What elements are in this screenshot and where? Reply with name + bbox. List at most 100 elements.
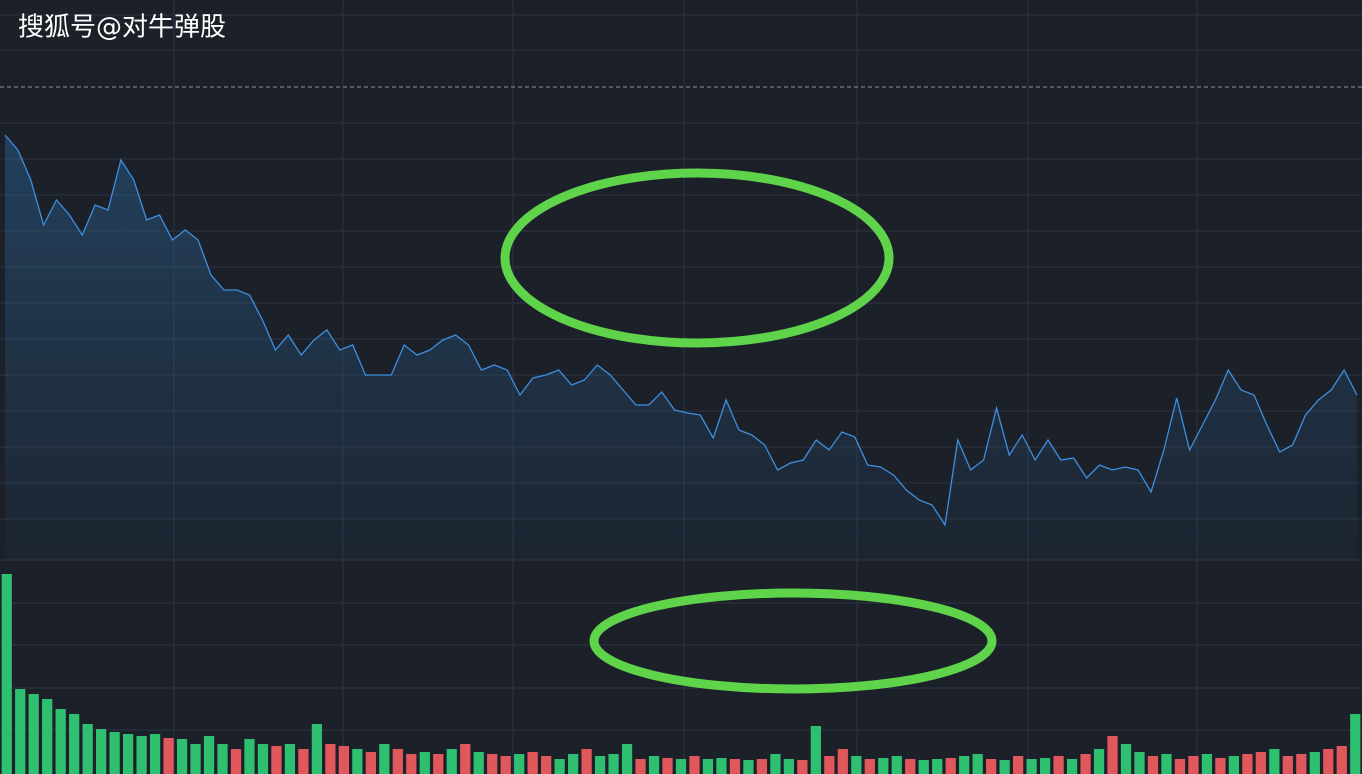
volume-bar [311, 724, 323, 774]
volume-bar [797, 760, 808, 774]
volume-bar [96, 729, 107, 774]
volume-bar [891, 756, 902, 774]
volume-bar [487, 754, 498, 774]
volume-bar [986, 759, 997, 774]
volume-bar [284, 744, 296, 774]
volume-bar [932, 759, 943, 774]
volume-bar [230, 749, 242, 774]
volume-bar [1201, 754, 1213, 774]
volume-bar [460, 744, 471, 774]
volume-bar [244, 739, 255, 774]
volume-bar [1296, 754, 1307, 774]
volume-bar [1013, 756, 1024, 774]
watermark: 搜狐号@对牛弹股 [18, 13, 226, 43]
volume-bar [756, 759, 768, 774]
volume-bar [1134, 752, 1145, 774]
volume-bar [419, 752, 430, 774]
volume-bar [338, 746, 349, 774]
volume-bar [972, 754, 983, 774]
volume-bar [527, 752, 538, 774]
volume-bar [1215, 758, 1226, 774]
volume-bar [1147, 756, 1159, 774]
volume-bar [648, 756, 660, 774]
volume-bar [15, 689, 26, 774]
plot [0, 86, 1362, 774]
volume-bar [1350, 714, 1361, 774]
volume-bar [176, 739, 188, 774]
volume-bar [1053, 756, 1064, 774]
volume-bar [999, 760, 1010, 774]
volume-bar [675, 759, 687, 774]
volume-bar [1323, 749, 1334, 774]
volume-bar [473, 752, 484, 774]
volume-bar [217, 744, 228, 774]
highlight-ellipse [500, 168, 894, 348]
volume-bar [514, 754, 525, 774]
volume-bar [28, 694, 39, 774]
volume-bar [1093, 749, 1105, 774]
volume-bar [325, 744, 336, 774]
volume-bar [918, 760, 929, 774]
volume-bar [662, 758, 673, 774]
volume-bar [635, 759, 646, 774]
volume-bar [1336, 746, 1347, 774]
volume-bar [567, 754, 579, 774]
volume-bar [824, 756, 835, 774]
volume-bar [1066, 759, 1078, 774]
volume-bar [1107, 736, 1118, 774]
volume-bar [541, 756, 552, 774]
volume-bar [379, 744, 390, 774]
volume-bar [1161, 754, 1172, 774]
volume-bar [878, 758, 889, 774]
volume-bar [1228, 756, 1240, 774]
volume-bar [864, 759, 875, 774]
volume-bar [500, 756, 511, 774]
volume-bar [729, 759, 741, 774]
volume-bar [959, 756, 970, 774]
volume-bar [1242, 754, 1253, 774]
volume-bar [55, 709, 66, 774]
volume-bar [406, 754, 417, 774]
volume-bar [392, 749, 403, 774]
volume-bar [1188, 756, 1199, 774]
volume-bar [298, 749, 309, 774]
volume-bar [851, 756, 862, 774]
volume-bar [203, 736, 215, 774]
volume-bar [365, 752, 376, 774]
volume-bar [1080, 754, 1091, 774]
volume-bar [82, 724, 93, 774]
volume-bar [1309, 752, 1320, 774]
volume-bar [149, 734, 161, 774]
volume-bar [1120, 744, 1132, 774]
volume-bar [271, 746, 282, 774]
volume-bar [554, 759, 565, 774]
volume-bar [770, 754, 781, 774]
volume-bar [433, 754, 444, 774]
volume-bar [689, 756, 700, 774]
volume-bar [581, 749, 592, 774]
volume-bar [42, 699, 53, 774]
volume-bar [69, 714, 80, 774]
volume-bar [810, 726, 821, 774]
volume-bar [608, 754, 619, 774]
volume-bar [163, 738, 174, 774]
volume-bar [783, 759, 795, 774]
volume-bar [743, 760, 754, 774]
volume-bar [190, 744, 201, 774]
volume-bar [109, 732, 120, 774]
volume-bar [1, 574, 12, 774]
volume-bar [1026, 759, 1037, 774]
volume-bar [837, 749, 848, 774]
volume-bar [945, 758, 956, 774]
price-area [5, 135, 1357, 560]
highlight-ellipse [589, 588, 997, 694]
volume-bar [1039, 758, 1051, 774]
volume-bar [716, 758, 727, 774]
volume-bar [702, 759, 714, 774]
volume-bar [1269, 749, 1280, 774]
volume-bar [1255, 752, 1266, 774]
volume-bar [905, 759, 916, 774]
volume-bar [594, 756, 606, 774]
volume-bar [352, 749, 363, 774]
